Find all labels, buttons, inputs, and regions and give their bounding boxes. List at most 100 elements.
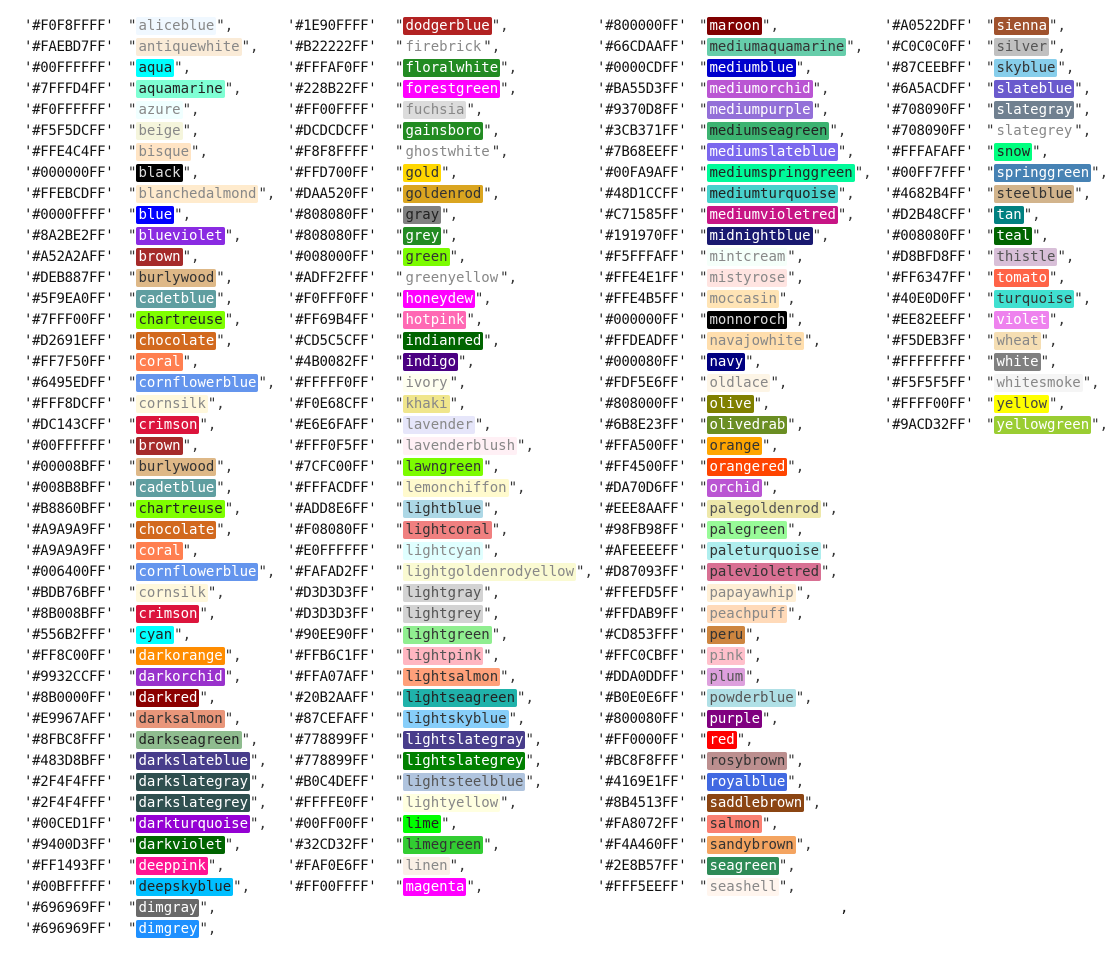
open-quote: " <box>395 60 404 76</box>
open-quote: " <box>986 270 995 286</box>
color-entry: '#FFFF00FF' " yellow ", <box>884 394 1108 415</box>
color-name-swatch: deepskyblue <box>136 878 234 896</box>
close-quote-comma: ", <box>745 648 763 664</box>
color-name-swatch: gray <box>403 206 442 224</box>
color-name-swatch: olive <box>707 395 754 413</box>
color-entry: '#800000FF' " maroon ", <box>597 16 872 37</box>
color-column-4: '#A0522DFF' " sienna ", '#C0C0C0FF' " silver ",… <box>884 16 1108 436</box>
color-name-swatch: papayawhip <box>707 584 796 602</box>
close-quote-comma: ", <box>787 417 805 433</box>
color-entry: '#8B4513FF' " saddlebrown ", <box>597 793 872 814</box>
open-quote: " <box>395 627 404 643</box>
hex-value: '#FF00FFFF' <box>287 879 377 895</box>
hex-value: '#D8BFD8FF' <box>884 249 974 265</box>
hex-value: '#9ACD32FF' <box>884 417 974 433</box>
hex-value: '#F0E68CFF' <box>287 396 377 412</box>
color-name-swatch: lightblue <box>403 500 484 518</box>
color-name-swatch: lawngreen <box>403 458 484 476</box>
color-entry: '#6A5ACDFF' " slateblue ", <box>884 79 1108 100</box>
open-quote: " <box>986 228 995 244</box>
close-quote-comma: ", <box>250 795 267 811</box>
close-quote-comma: ", <box>508 711 526 727</box>
open-quote: " <box>699 711 708 727</box>
color-entry: '#7CFC00FF' " lawngreen ", <box>287 457 593 478</box>
close-quote-comma: ", <box>199 606 217 622</box>
color-name-swatch: blanchedalmond <box>136 185 259 203</box>
open-quote: " <box>699 396 708 412</box>
hex-value: '#48D1CCFF' <box>597 186 687 202</box>
hex-value: '#FFFF00FF' <box>884 396 974 412</box>
close-quote-comma: ", <box>207 858 225 874</box>
hex-value: '#708090FF' <box>884 123 974 139</box>
open-quote: " <box>395 123 404 139</box>
color-name-swatch: chocolate <box>136 332 217 350</box>
color-name-swatch: mediumslateblue <box>707 143 838 161</box>
open-quote: " <box>395 144 404 160</box>
color-name-swatch: gold <box>403 164 442 182</box>
open-quote: " <box>395 732 404 748</box>
close-quote-comma: ", <box>1074 123 1092 139</box>
color-name-swatch: gainsboro <box>403 122 484 140</box>
color-entry: '#DA70D6FF' " orchid ", <box>597 478 872 499</box>
color-name-swatch: blueviolet <box>136 227 225 245</box>
hex-value: '#9932CCFF' <box>24 669 114 685</box>
hex-value: '#F0FFFFFF' <box>24 102 114 118</box>
open-quote: " <box>128 438 137 454</box>
color-entry: '#FFFFF0FF' " ivory ", <box>287 373 593 394</box>
open-quote: " <box>395 333 404 349</box>
hex-value: '#006400FF' <box>24 564 114 580</box>
open-quote: " <box>699 606 708 622</box>
color-name-swatch: chocolate <box>136 521 217 539</box>
close-quote-comma: ", <box>500 81 518 97</box>
color-entry: '#FFF0F5FF' " lavenderblush ", <box>287 436 593 457</box>
open-quote: " <box>699 774 708 790</box>
color-entry: '#483D8BFF' " darkslateblue ", <box>24 751 275 772</box>
close-quote-comma: ", <box>182 249 200 265</box>
color-column-2: '#1E90FFFF' " dodgerblue ", '#B22222FF' " fire… <box>287 16 593 898</box>
close-quote-comma: ", <box>258 564 276 580</box>
close-quote-comma: ", <box>1032 228 1050 244</box>
color-entry: '#006400FF' " cornflowerblue ", <box>24 562 275 583</box>
open-quote: " <box>699 18 708 34</box>
color-entry: '#7FFF00FF' " chartreuse ", <box>24 310 275 331</box>
color-entry: '#4682B4FF' " steelblue ", <box>884 184 1108 205</box>
hex-value: '#C0C0C0FF' <box>884 39 974 55</box>
open-quote: " <box>699 291 708 307</box>
color-name-swatch: lightgray <box>403 584 484 602</box>
color-name-swatch: chartreuse <box>136 500 225 518</box>
color-column-1: '#F0F8FFFF' " aliceblue ", '#FAEBD7FF' " antiq… <box>24 16 275 940</box>
color-name-swatch: mediumturquoise <box>707 185 838 203</box>
color-entry: '#BC8F8FFF' " rosybrown ", <box>597 751 872 772</box>
close-quote-comma: ", <box>846 39 864 55</box>
close-quote-comma: ", <box>216 291 234 307</box>
color-entry: '#F0FFF0FF' " honeydew ", <box>287 289 593 310</box>
hex-value: '#808000FF' <box>597 396 687 412</box>
hex-value: '#4B0082FF' <box>287 354 377 370</box>
color-entry: '#708090FF' " slategrey ", <box>884 121 1108 142</box>
color-entry: '#20B2AAFF' " lightseagreen ", <box>287 688 593 709</box>
color-name-swatch: dimgrey <box>136 920 200 938</box>
open-quote: " <box>395 480 404 496</box>
color-entry: '#6B8E23FF' " olivedrab ", <box>597 415 872 436</box>
hex-value: '#20B2AAFF' <box>287 690 377 706</box>
color-entry: '#D8BFD8FF' " thistle ", <box>884 247 1108 268</box>
color-name-swatch: beige <box>136 122 183 140</box>
hex-value: '#FF0000FF' <box>597 732 687 748</box>
open-quote: " <box>128 312 137 328</box>
open-quote: " <box>699 333 708 349</box>
hex-value: '#2E8B57FF' <box>597 858 687 874</box>
hex-value: '#9400D3FF' <box>24 837 114 853</box>
open-quote: " <box>395 606 404 622</box>
color-entry: '#FFFFE0FF' " lightyellow ", <box>287 793 593 814</box>
open-quote: " <box>395 774 404 790</box>
open-quote: " <box>128 354 137 370</box>
open-quote: " <box>395 543 404 559</box>
color-entry: '#ADD8E6FF' " lightblue ", <box>287 499 593 520</box>
color-name-swatch: yellow <box>994 395 1050 413</box>
open-quote: " <box>128 60 137 76</box>
hex-value: '#FFDAB9FF' <box>597 606 687 622</box>
color-name-swatch: dodgerblue <box>403 17 492 35</box>
open-quote: " <box>699 249 708 265</box>
color-entry: '#B22222FF' " firebrick ", <box>287 37 593 58</box>
open-quote: " <box>128 18 137 34</box>
